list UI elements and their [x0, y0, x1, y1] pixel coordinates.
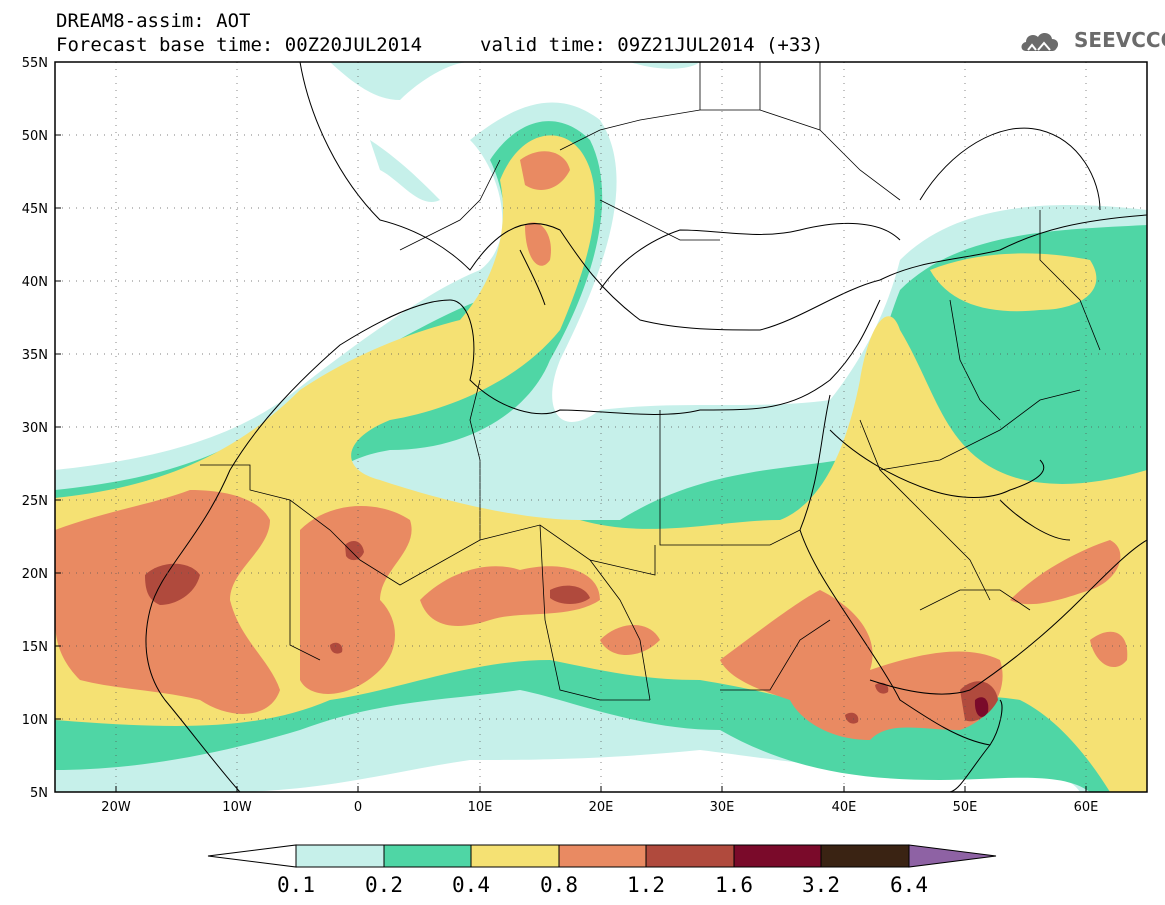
lat-label: 35N — [22, 348, 48, 363]
colorbar-label: 1.2 — [627, 873, 665, 897]
lon-label: 10E — [468, 800, 493, 815]
lat-label: 15N — [22, 640, 48, 655]
colorbar-label: 0.8 — [540, 873, 578, 897]
latitude-labels: 55N 50N 45N 40N 35N 30N 25N 20N 15N 10N … — [22, 56, 48, 801]
lat-label: 5N — [30, 786, 48, 801]
colorbar — [207, 844, 997, 868]
lon-label: 50E — [953, 800, 978, 815]
coastlines — [145, 62, 1147, 792]
colorbar-label: 1.6 — [715, 873, 753, 897]
lat-label: 55N — [22, 56, 48, 71]
lon-label: 60E — [1074, 800, 1099, 815]
lon-label: 10W — [222, 800, 252, 815]
lon-label: 20W — [101, 800, 131, 815]
lat-label: 25N — [22, 494, 48, 509]
colorbar-labels: 0.1 0.2 0.4 0.8 1.2 1.6 3.2 6.4 — [277, 873, 928, 897]
map-title: DREAM8-assim: AOT — [56, 10, 251, 32]
lat-label: 40N — [22, 275, 48, 290]
lon-label: 20E — [589, 800, 614, 815]
valid-time: valid time: 09Z21JUL2014 (+33) — [480, 34, 824, 56]
colorbar-label: 0.1 — [277, 873, 315, 897]
lat-label: 30N — [22, 421, 48, 436]
colorbar-label: 0.2 — [365, 873, 403, 897]
graticule — [55, 62, 1147, 792]
lon-label: 40E — [832, 800, 857, 815]
aot-1.6-band — [974, 697, 989, 717]
colorbar-segment — [820, 844, 910, 868]
seevccc-logo-text: SEEVCCC — [1074, 28, 1165, 52]
colorbar-segment — [558, 844, 647, 868]
forecast-base-time: Forecast base time: 00Z20JUL2014 — [56, 34, 423, 56]
longitude-labels: 20W 10W 0 10E 20E 30E 40E 50E 60E — [101, 800, 1098, 815]
lat-label: 45N — [22, 202, 48, 217]
cloud-logo-icon — [1021, 33, 1059, 51]
colorbar-under-arrow — [207, 844, 297, 868]
colorbar-segment — [470, 844, 560, 868]
tick-marks — [55, 61, 1087, 793]
colorbar-segment — [383, 844, 472, 868]
lat-label: 10N — [22, 713, 48, 728]
colorbar-segment — [733, 844, 822, 868]
colorbar-over-arrow — [908, 844, 997, 868]
colorbar-label: 6.4 — [890, 873, 928, 897]
colorbar-label: 0.4 — [452, 873, 490, 897]
borders — [200, 62, 1101, 701]
colorbar-segment — [645, 844, 735, 868]
colorbar-label: 3.2 — [802, 873, 840, 897]
lat-label: 20N — [22, 567, 48, 582]
lon-label: 30E — [710, 800, 735, 815]
lat-label: 50N — [22, 129, 48, 144]
lon-label: 0 — [354, 800, 362, 815]
colorbar-segment — [295, 844, 385, 868]
